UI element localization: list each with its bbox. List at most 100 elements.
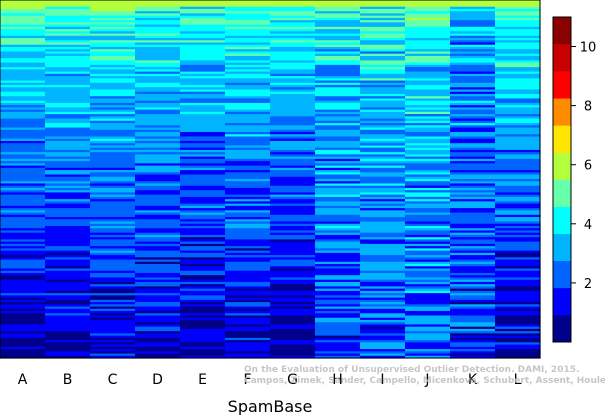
- heatmap-cell: [45, 20, 91, 23]
- heatmap-cell: [405, 279, 451, 283]
- heatmap-cell: [90, 306, 136, 310]
- heatmap-cell: [315, 156, 361, 160]
- heatmap-cell: [135, 145, 181, 149]
- heatmap-cell: [225, 284, 271, 287]
- colorbar-segment: [553, 44, 571, 72]
- heatmap-cell: [225, 192, 271, 196]
- heatmap-cell: [495, 212, 541, 216]
- heatmap-cell: [405, 114, 451, 117]
- heatmap-cell: [225, 22, 271, 26]
- heatmap-cell: [90, 311, 136, 314]
- heatmap-cell: [315, 349, 361, 352]
- heatmap-cell: [270, 17, 316, 21]
- heatmap-cell: [180, 127, 226, 131]
- heatmap-cell: [495, 313, 541, 317]
- heatmap-cell: [225, 217, 271, 220]
- heatmap-cell: [180, 145, 226, 149]
- heatmap-cell: [225, 127, 271, 131]
- heatmap-cell: [360, 60, 406, 64]
- heatmap-cell: [0, 208, 46, 211]
- heatmap-cell: [405, 225, 451, 229]
- heatmap-cell: [90, 179, 136, 182]
- heatmap-cell: [135, 181, 181, 185]
- heatmap-cell: [450, 237, 496, 241]
- heatmap-cell: [270, 261, 316, 265]
- heatmap-cell: [0, 201, 46, 205]
- heatmap-cell: [0, 152, 46, 155]
- heatmap-cell: [360, 252, 406, 256]
- heatmap-cell: [405, 129, 451, 133]
- heatmap-cell: [180, 201, 226, 205]
- heatmap-cell: [180, 328, 226, 332]
- heatmap-cell: [495, 51, 541, 55]
- heatmap-cell: [450, 308, 496, 312]
- heatmap-cell: [450, 176, 496, 180]
- heatmap-cell: [315, 20, 361, 23]
- heatmap-cell: [450, 230, 496, 234]
- heatmap-cell: [45, 134, 91, 138]
- heatmap-cell: [450, 326, 496, 330]
- heatmap-cell: [360, 53, 406, 57]
- colorbar-border: [552, 16, 572, 343]
- heatmap-cell: [135, 237, 181, 241]
- heatmap-cell: [450, 257, 496, 261]
- heatmap-cell: [45, 261, 91, 265]
- heatmap-cell: [0, 105, 46, 108]
- heatmap-cell: [405, 71, 451, 75]
- heatmap-cell: [315, 272, 361, 276]
- heatmap-cell: [225, 87, 271, 91]
- heatmap-cell: [450, 355, 496, 359]
- heatmap-cell: [0, 219, 46, 223]
- heatmap-cell: [450, 89, 496, 93]
- heatmap-cell: [405, 257, 451, 261]
- heatmap-cell: [90, 33, 136, 37]
- heatmap-cell: [225, 308, 271, 312]
- heatmap-cell: [135, 317, 181, 321]
- heatmap-cell: [135, 143, 181, 147]
- heatmap-cell: [225, 8, 271, 12]
- heatmap-cell: [360, 163, 406, 167]
- heatmap-cell: [180, 259, 226, 263]
- heatmap-cell: [495, 176, 541, 180]
- heatmap-cell: [405, 313, 451, 317]
- colorbar-segment: [553, 179, 571, 207]
- heatmap-cell: [45, 196, 91, 200]
- heatmap-cell: [180, 8, 226, 12]
- heatmap-cell: [315, 120, 361, 124]
- heatmap-cell: [0, 185, 46, 189]
- heatmap-cell: [135, 230, 181, 234]
- heatmap-cell: [450, 181, 496, 185]
- heatmap-cell: [450, 76, 496, 79]
- heatmap-cell: [315, 239, 361, 243]
- heatmap-cell: [495, 67, 541, 70]
- heatmap-cell: [360, 147, 406, 151]
- heatmap-cell: [0, 120, 46, 124]
- heatmap-cell: [315, 13, 361, 17]
- heatmap-cell: [450, 71, 496, 75]
- heatmap-cell: [315, 250, 361, 254]
- heatmap-cell: [135, 172, 181, 176]
- heatmap-cell: [405, 261, 451, 265]
- heatmap-cell: [315, 342, 361, 346]
- heatmap-cell: [270, 29, 316, 32]
- heatmap-cell: [180, 246, 226, 249]
- heatmap-cell: [495, 319, 541, 323]
- heatmap-cell: [180, 134, 226, 138]
- heatmap-cell: [450, 127, 496, 131]
- heatmap-cell: [135, 49, 181, 53]
- heatmap-cell: [495, 20, 541, 23]
- heatmap-cell: [450, 223, 496, 227]
- heatmap-cell: [495, 208, 541, 211]
- heatmap-cell: [315, 170, 361, 173]
- colorbar-segment: [553, 125, 571, 153]
- heatmap-cell: [225, 326, 271, 330]
- heatmap-cell: [90, 98, 136, 102]
- heatmap-cell: [135, 268, 181, 272]
- heatmap-cell: [495, 17, 541, 21]
- heatmap-cell: [315, 49, 361, 53]
- heatmap-cell: [495, 344, 541, 348]
- heatmap-cell: [45, 62, 91, 66]
- heatmap-cell: [225, 302, 271, 305]
- heatmap-cell: [315, 261, 361, 265]
- heatmap-cell: [405, 127, 451, 131]
